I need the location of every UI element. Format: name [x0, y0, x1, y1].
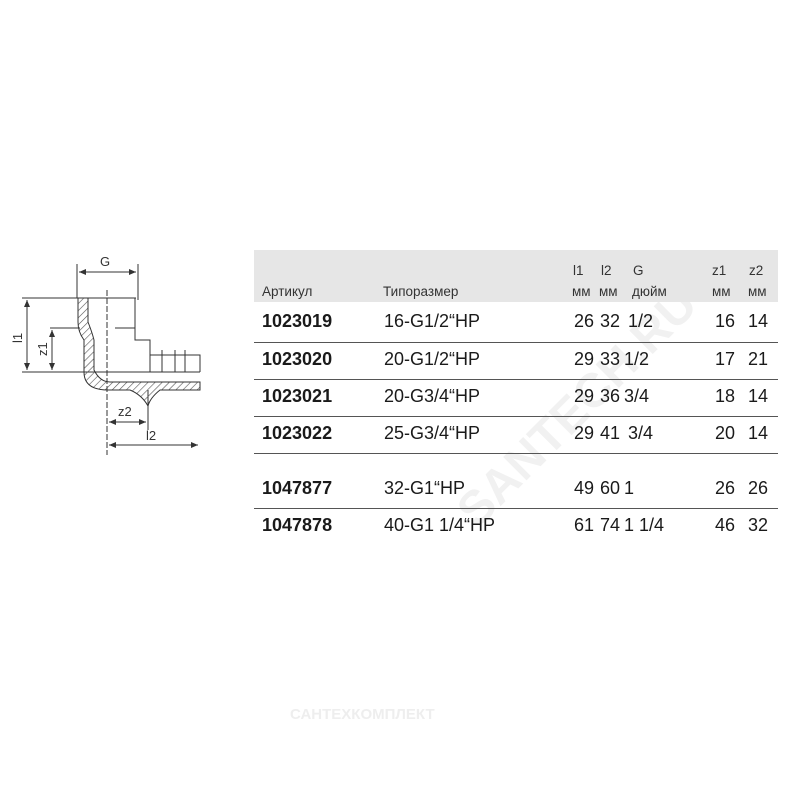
- cell-l2: 33: [600, 349, 621, 369]
- cell-l1: 29: [574, 423, 595, 443]
- cell-G: 3/4: [624, 386, 650, 406]
- cell-size: 20-G1/2“HP: [384, 349, 481, 369]
- cell-article: 1023020: [262, 349, 333, 369]
- cell-G: 1: [624, 478, 635, 498]
- cell-l2: 32: [600, 311, 621, 331]
- row-divider: [254, 416, 778, 417]
- header-G: G: [633, 263, 644, 278]
- cell-article: 1047878: [262, 515, 333, 535]
- cell-l1: 26: [574, 311, 595, 331]
- cell-size: 20-G3/4“HP: [384, 386, 481, 406]
- cell-l1: 29: [574, 386, 595, 406]
- cell-l1: 49: [574, 478, 595, 498]
- watermark-bottom: САНТЕХКОМПЛЕКТ: [290, 706, 435, 723]
- header-size: Типоразмер: [383, 284, 459, 299]
- label-G: G: [100, 254, 110, 269]
- header-l2: l2: [601, 263, 612, 278]
- cell-z2: 14: [748, 423, 769, 443]
- cell-G: 1 1/4: [624, 515, 665, 535]
- cell-z1: 18: [715, 386, 736, 406]
- cell-z2: 21: [748, 349, 769, 369]
- cell-article: 1047877: [262, 478, 333, 498]
- cell-l2: 36: [600, 386, 621, 406]
- cell-z2: 14: [748, 386, 769, 406]
- row-divider: [254, 508, 778, 509]
- cell-G: 1/2: [628, 311, 654, 331]
- label-l2: l2: [146, 428, 156, 443]
- elbow-fitting-diagram: G l1 z1 z2 l2: [10, 254, 201, 455]
- cell-z2: 14: [748, 311, 769, 331]
- cell-z1: 17: [715, 349, 736, 369]
- cell-z1: 16: [715, 311, 736, 331]
- cell-article: 1023021: [262, 386, 333, 406]
- table-header-band: [254, 250, 778, 302]
- label-l1: l1: [10, 333, 25, 343]
- cell-z1: 46: [715, 515, 736, 535]
- cell-size: 16-G1/2“HP: [384, 311, 481, 331]
- label-z2: z2: [118, 404, 132, 419]
- cell-G: 1/2: [624, 349, 650, 369]
- row-divider: [254, 453, 778, 454]
- header-z2-unit: мм: [748, 284, 767, 299]
- header-l2-unit: мм: [599, 284, 618, 299]
- cell-l2: 41: [600, 423, 621, 443]
- cell-l2: 74: [600, 515, 621, 535]
- header-l1: l1: [573, 263, 584, 278]
- cell-l2: 60: [600, 478, 621, 498]
- cell-z2: 26: [748, 478, 769, 498]
- cell-size: 40-G1 1/4“HP: [384, 515, 496, 535]
- cell-article: 1023019: [262, 311, 333, 331]
- header-z1: z1: [712, 263, 727, 278]
- cell-size: 32-G1“HP: [384, 478, 466, 498]
- cell-l1: 29: [574, 349, 595, 369]
- header-z1-unit: мм: [712, 284, 731, 299]
- header-G-unit: дюйм: [632, 284, 667, 299]
- header-z2: z2: [749, 263, 764, 278]
- header-article: Артикул: [262, 284, 313, 299]
- cell-z1: 26: [715, 478, 736, 498]
- row-divider: [254, 342, 778, 343]
- cell-article: 1023022: [262, 423, 333, 443]
- cell-l1: 61: [574, 515, 595, 535]
- row-divider: [254, 379, 778, 380]
- header-l1-unit: мм: [572, 284, 591, 299]
- cell-G: 3/4: [628, 423, 654, 443]
- cell-size: 25-G3/4“HP: [384, 423, 481, 443]
- cell-z2: 32: [748, 515, 769, 535]
- cell-z1: 20: [715, 423, 736, 443]
- label-z1: z1: [35, 342, 50, 356]
